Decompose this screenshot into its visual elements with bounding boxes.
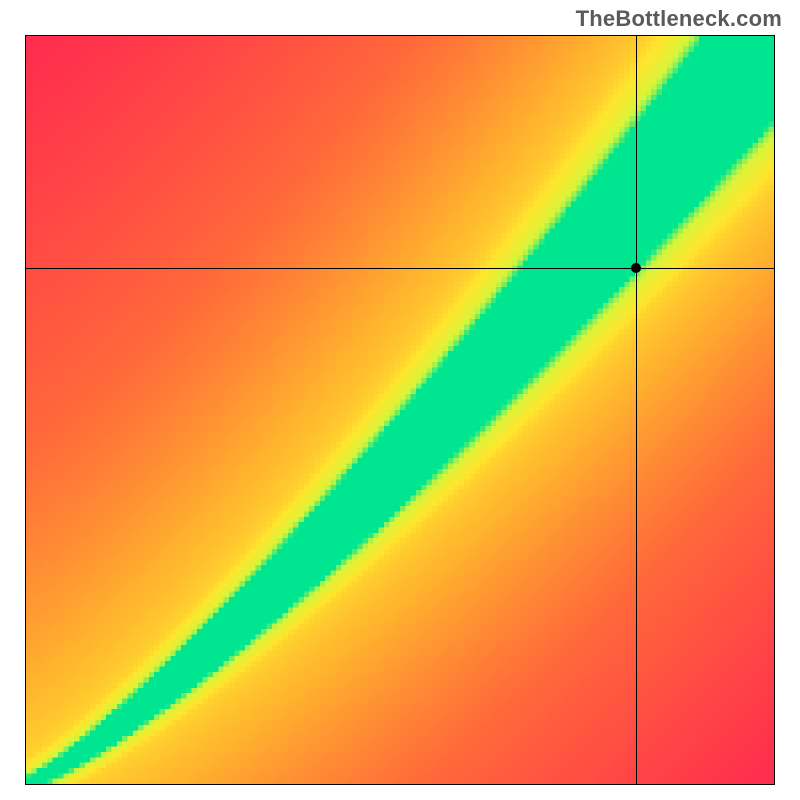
crosshair-horizontal [26,268,774,269]
watermark-text: TheBottleneck.com [576,6,782,32]
crosshair-marker [631,263,641,273]
crosshair-vertical [636,36,637,784]
bottleneck-heatmap [25,35,775,785]
heatmap-canvas [26,36,774,784]
